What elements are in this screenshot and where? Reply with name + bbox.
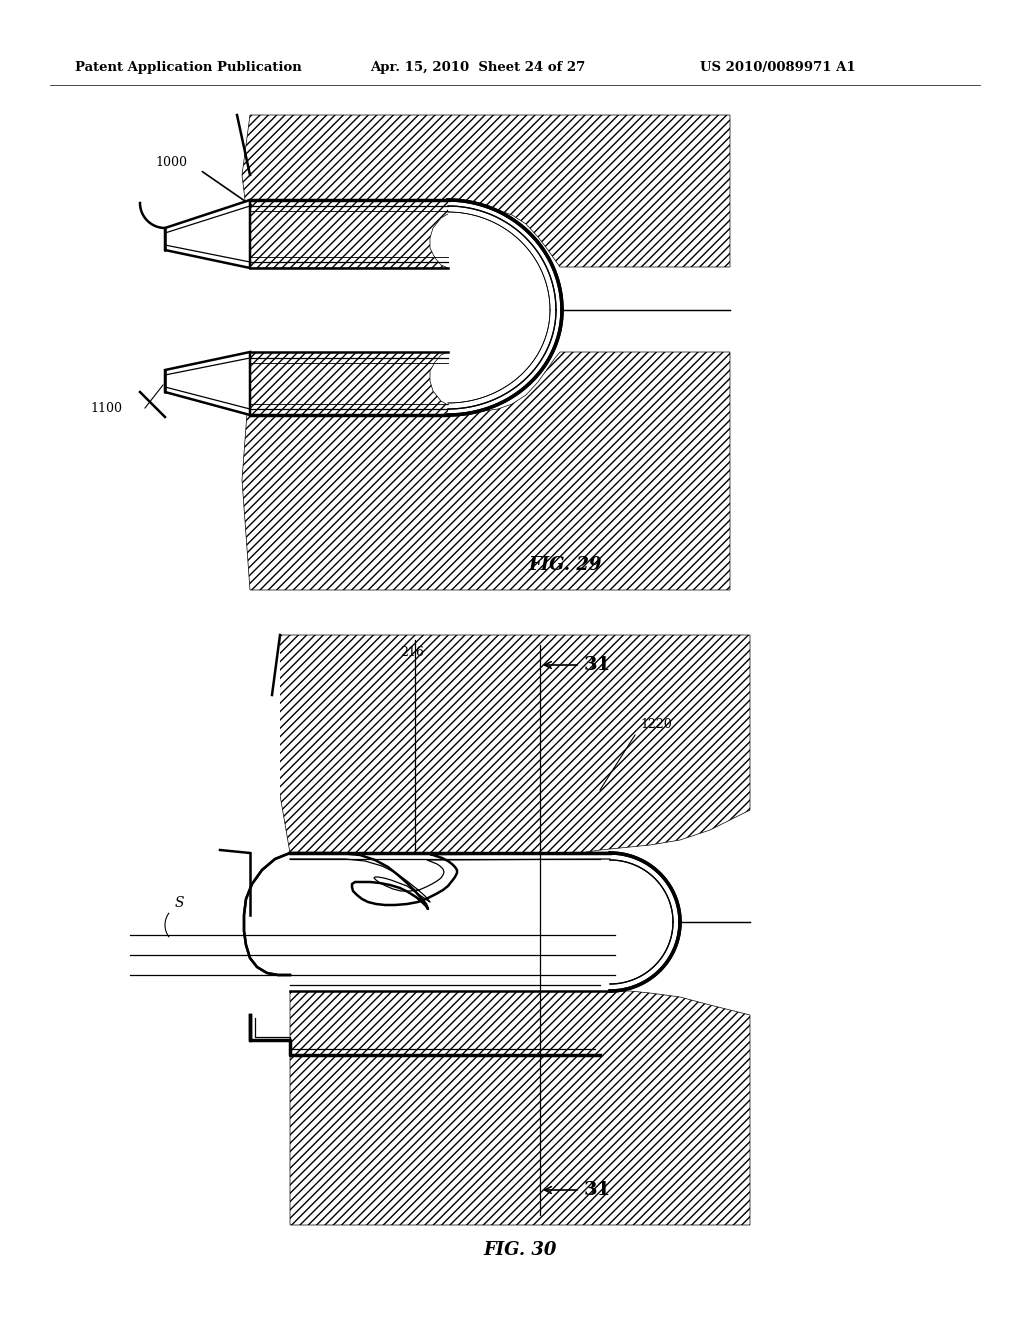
Text: FIG. 29: FIG. 29 bbox=[528, 556, 602, 574]
Text: 31: 31 bbox=[584, 656, 611, 675]
Text: Apr. 15, 2010  Sheet 24 of 27: Apr. 15, 2010 Sheet 24 of 27 bbox=[370, 62, 586, 74]
Polygon shape bbox=[244, 853, 290, 975]
Text: FIG. 30: FIG. 30 bbox=[483, 1241, 557, 1259]
Polygon shape bbox=[165, 268, 449, 352]
Text: 216: 216 bbox=[400, 647, 424, 660]
Polygon shape bbox=[210, 853, 610, 991]
Text: US 2010/0089971 A1: US 2010/0089971 A1 bbox=[700, 62, 856, 74]
Text: 1000: 1000 bbox=[155, 157, 187, 169]
Text: S: S bbox=[175, 896, 184, 909]
Text: 31: 31 bbox=[584, 1181, 611, 1199]
Text: 1220: 1220 bbox=[640, 718, 672, 731]
Polygon shape bbox=[449, 201, 562, 414]
Polygon shape bbox=[165, 352, 250, 414]
Polygon shape bbox=[165, 201, 250, 414]
Text: 1100: 1100 bbox=[90, 401, 122, 414]
Text: Patent Application Publication: Patent Application Publication bbox=[75, 62, 302, 74]
Polygon shape bbox=[610, 853, 680, 991]
Polygon shape bbox=[190, 635, 280, 1225]
Polygon shape bbox=[165, 201, 250, 268]
